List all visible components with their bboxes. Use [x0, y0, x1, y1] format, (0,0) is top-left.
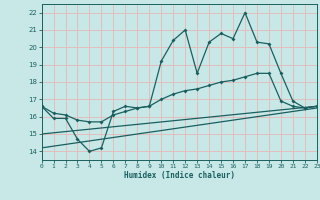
X-axis label: Humidex (Indice chaleur): Humidex (Indice chaleur) [124, 171, 235, 180]
